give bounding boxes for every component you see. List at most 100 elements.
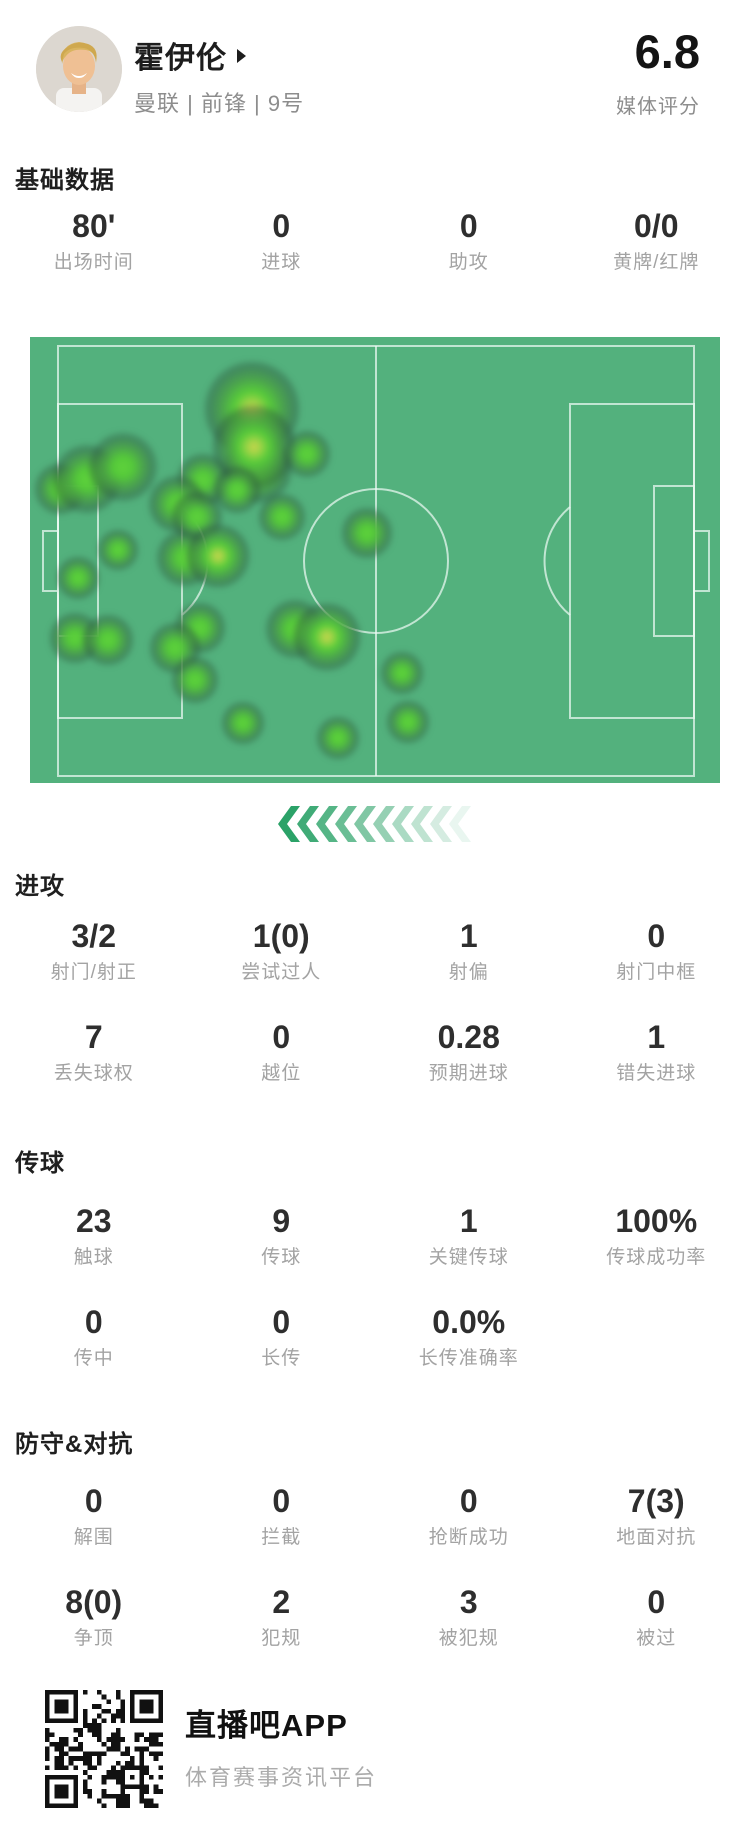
player-avatar (36, 26, 122, 112)
stat-cell: 0 拦截 (188, 1480, 376, 1553)
stat-cell: 0 抢断成功 (375, 1480, 563, 1553)
stat-label: 关键传球 (428, 1247, 509, 1268)
stat-label: 射门/射正 (50, 962, 137, 983)
stat-cell: 0 进球 (188, 205, 376, 278)
stat-row: 0 解围 0 拦截 0 抢断成功 7(3) 地面对抗 (0, 1480, 750, 1553)
stat-value: 7(3) (627, 1483, 685, 1519)
stat-value: 2 (272, 1584, 291, 1620)
heatmap-blob (82, 614, 134, 666)
stat-cell: 0.0% 长传准确率 (375, 1301, 563, 1374)
section-title-passing: 传球 (15, 1150, 65, 1177)
stat-cell: 0/0 黄牌/红牌 (563, 205, 750, 278)
stat-label: 传球成功率 (606, 1247, 707, 1268)
stat-value: 0 (272, 1483, 291, 1519)
heatmap-blob (283, 430, 331, 478)
stat-value: 0 (459, 1483, 478, 1519)
stat-row: 23 触球 9 传球 1 关键传球 100% 传球成功率 (0, 1200, 750, 1273)
stat-value: 0/0 (634, 208, 679, 244)
stat-value: 1(0) (252, 918, 310, 954)
heatmap-blob (293, 603, 361, 671)
stat-value: 100% (615, 1203, 698, 1239)
stat-label: 进球 (261, 252, 302, 273)
heatmap-blob (258, 493, 306, 541)
stat-label: 长传 (261, 1348, 302, 1369)
stat-cell: 0 传中 (0, 1301, 188, 1374)
stat-value: 3/2 (71, 918, 116, 954)
stat-label: 争顶 (73, 1628, 114, 1649)
stat-cell: 0 射门中框 (563, 915, 750, 988)
stat-value: 1 (459, 918, 478, 954)
heatmap-blob (171, 656, 219, 704)
stat-cell: 0 被过 (563, 1581, 750, 1654)
stat-value: 1 (647, 1019, 666, 1055)
player-team-info: 曼联 | 前锋 | 9号 (134, 91, 305, 116)
stat-label: 黄牌/红牌 (613, 252, 700, 273)
stat-cell (563, 1301, 750, 1374)
heatmap-pitch (30, 337, 720, 783)
stat-label: 传球 (261, 1247, 302, 1268)
media-rating-value: 6.8 (634, 25, 700, 78)
stat-cell: 2 犯规 (188, 1581, 376, 1654)
stat-row: 0 传中 0 长传 0.0% 长传准确率 (0, 1301, 750, 1374)
stat-label: 抢断成功 (428, 1527, 509, 1548)
passing-stats-grid: 23 触球 9 传球 1 关键传球 100% 传球成功率 0 传中 0 长传 0.0% 长传准确率 (0, 1200, 750, 1374)
attack-direction-chevrons-icon (278, 806, 471, 842)
stat-cell: 1 关键传球 (375, 1200, 563, 1273)
heatmap-blob (220, 700, 266, 746)
stat-cell: 1(0) 尝试过人 (188, 915, 376, 988)
heatmap-blob (341, 507, 393, 559)
stat-value: 0 (647, 1584, 666, 1620)
stat-label: 被过 (636, 1628, 677, 1649)
heatmap-blob (186, 524, 250, 588)
stat-value: 0 (272, 1304, 291, 1340)
stat-label: 犯规 (261, 1628, 302, 1649)
stat-value: 0.0% (432, 1304, 506, 1340)
stat-value: 9 (272, 1203, 291, 1239)
stat-label: 被犯规 (438, 1628, 499, 1649)
heatmap-blob (385, 699, 431, 745)
stat-label: 预期进球 (428, 1063, 509, 1084)
stat-cell: 100% 传球成功率 (563, 1200, 750, 1273)
heatmap-blobs-layer (30, 337, 720, 783)
section-title-basic: 基础数据 (15, 167, 115, 194)
stat-value: 0 (272, 1019, 291, 1055)
stat-cell: 9 传球 (188, 1200, 376, 1273)
stat-label: 越位 (261, 1063, 302, 1084)
heatmap-blob (379, 650, 425, 696)
heatmap-blob (97, 529, 139, 571)
stat-row: 8(0) 争顶 2 犯规 3 被犯规 0 被过 (0, 1581, 750, 1654)
stat-row: 3/2 射门/射正 1(0) 尝试过人 1 射偏 0 射门中框 (0, 915, 750, 988)
attack-stats-grid: 3/2 射门/射正 1(0) 尝试过人 1 射偏 0 射门中框 7 丢失球权 0 越位 0.28 预期进球… (0, 915, 750, 1089)
app-tagline: 体育赛事资讯平台 (185, 1765, 378, 1790)
stat-cell: 23 触球 (0, 1200, 188, 1273)
stat-cell: 0.28 预期进球 (375, 1016, 563, 1089)
stat-label: 丢失球权 (53, 1063, 134, 1084)
heatmap-blob (55, 555, 101, 601)
stat-value: 0 (272, 208, 291, 244)
stat-cell: 1 错失进球 (563, 1016, 750, 1089)
stat-cell: 7 丢失球权 (0, 1016, 188, 1089)
stat-label: 长传准确率 (418, 1348, 519, 1369)
player-name-row[interactable]: 霍伊伦 (134, 34, 246, 76)
stat-label: 传中 (73, 1348, 114, 1369)
stat-cell: 0 长传 (188, 1301, 376, 1374)
player-photo-placeholder (36, 26, 122, 112)
stat-row: 7 丢失球权 0 越位 0.28 预期进球 1 错失进球 (0, 1016, 750, 1089)
stat-cell: 1 射偏 (375, 915, 563, 988)
stat-label: 助攻 (448, 252, 489, 273)
triangle-right-icon (237, 49, 246, 63)
stat-value: 0 (459, 208, 478, 244)
stat-value: 3 (459, 1584, 478, 1620)
app-name: 直播吧APP (185, 1708, 348, 1743)
stat-label: 解围 (73, 1527, 114, 1548)
stat-cell: 8(0) 争顶 (0, 1581, 188, 1654)
qr-code-icon (45, 1690, 163, 1808)
defense-stats-grid: 0 解围 0 拦截 0 抢断成功 7(3) 地面对抗 8(0) 争顶 2 犯规 3 被犯规 0 被过 (0, 1480, 750, 1654)
stat-value: 7 (84, 1019, 103, 1055)
stat-value: 0 (647, 918, 666, 954)
stat-label: 拦截 (261, 1527, 302, 1548)
stat-cell: 3 被犯规 (375, 1581, 563, 1654)
media-rating-label: 媒体评分 (616, 96, 700, 118)
stat-label: 出场时间 (53, 252, 134, 273)
stat-value: 23 (75, 1203, 112, 1239)
